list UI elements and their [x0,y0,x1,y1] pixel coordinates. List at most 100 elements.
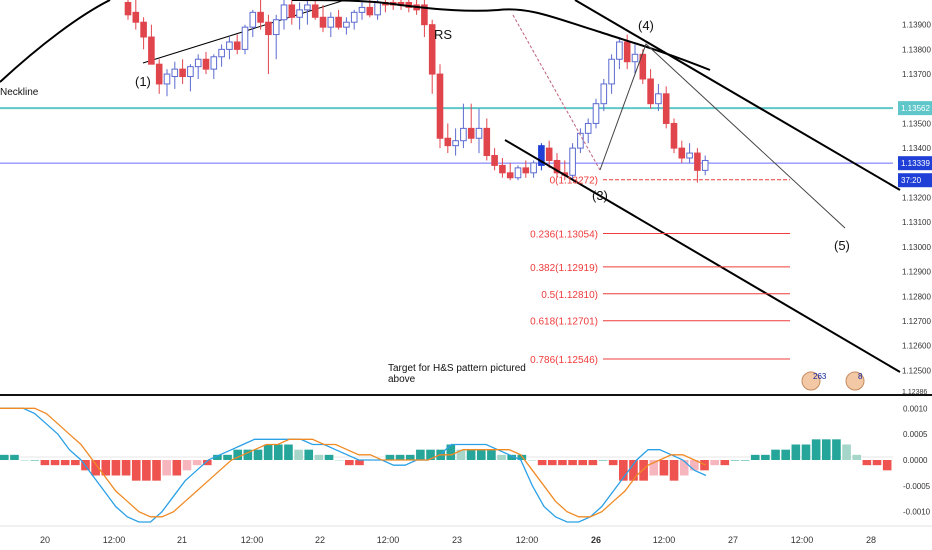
candle-body [616,41,623,60]
histogram-bar [537,460,547,466]
histogram-bar [91,460,100,476]
histogram-bar [192,460,202,466]
price-tag-box [898,101,932,116]
price-tag-label: 37:20 [901,176,922,185]
histogram-bar [0,454,9,460]
time-axis[interactable]: 20 12:00 21 12:00 22 12:00 23 12:00 26 12:00 27 12:… [40,535,876,545]
candle-body [124,1,132,16]
histogram-bar [304,449,314,460]
wave-path [599,43,846,229]
candle-body [311,4,319,18]
candle-body [686,152,693,159]
histogram-bar [619,460,628,481]
wave-1-label: (1) [135,74,151,89]
candle-body [249,11,257,28]
macd-tick-label: 0.0005 [903,430,928,439]
histogram-bar [832,439,841,460]
macd-axis[interactable]: 0.0010 0.0005 0.0000 -0.0005 -0.0010 [903,404,931,516]
candle-body [639,53,647,80]
histogram-bar [253,449,263,460]
event-badge-1[interactable]: 263 [801,371,827,391]
channel-lower-line[interactable] [504,139,901,373]
candle-body [483,127,491,157]
histogram-bar [852,454,862,460]
time-tick-label: 26 [591,535,601,545]
candle-body [701,159,709,171]
candle-body [452,140,459,147]
candle-body [187,66,194,78]
histogram-bar [527,460,537,461]
histogram-bar [202,460,212,466]
candle-body [296,9,303,18]
candle-body [366,6,374,16]
candle-body [467,127,475,139]
target-note-line-1: Target for H&S pattern pictured [388,363,526,374]
histogram-bar [588,460,598,466]
event-badge-1-count: 263 [813,372,827,381]
candle-body [428,24,436,75]
histogram-bar [466,449,476,460]
candle-body [577,132,584,149]
candle-body [233,41,241,50]
histogram-bar [213,454,222,460]
histogram-bar [487,449,496,460]
macd-tick-label: 0.0010 [903,404,928,413]
histogram-bar [385,454,395,460]
candle-body [272,19,280,36]
wave-3-label: (3) [592,188,608,203]
fibonacci-levels[interactable]: 0(1.13272) 0.236(1.13054) 0.382(1.12919) 0.… [530,176,790,366]
histogram-bar [263,444,273,460]
price-tick-label: 1.12900 [902,268,931,277]
time-tick-label: 28 [866,535,876,545]
histogram-bar [223,454,232,460]
histogram-bar [334,460,344,461]
candle-body [678,147,686,159]
candle-body [592,103,600,124]
candle-body [132,11,140,23]
histogram-bar [182,460,192,471]
histogram-bar [659,460,669,476]
candle-body [530,162,537,174]
flag-icon [801,371,821,391]
macd-tick-label: 0.0000 [903,456,928,465]
histogram-bar [294,449,303,460]
time-tick-label: 21 [177,535,187,545]
macd-pane[interactable]: 0.0010 0.0005 0.0000 -0.0005 -0.0010 [0,404,931,523]
histogram-bar [558,460,567,466]
histogram-bar [750,454,760,460]
candle-body [647,78,654,105]
candle-body [655,93,662,105]
price-pane[interactable]: 0(1.13272) 0.236(1.13054) 0.382(1.12919) 0.… [0,0,932,396]
moving-average-line [0,0,711,83]
target-note-line-2: above [388,374,416,385]
candle-body [210,56,218,70]
candle-body [499,164,506,174]
event-badge-2[interactable]: 8 [845,371,865,391]
price-tick-label: 1.12600 [902,342,931,351]
price-axis[interactable]: 1.13900 1.13800 1.13700 1.13500 1.13400 1.132… [902,21,931,376]
candle-body [304,4,311,11]
candle-body [670,122,678,149]
histogram-bar [598,460,608,461]
price-tick-label: 1.12700 [902,317,931,326]
candle-body [148,36,155,65]
candle-body [608,58,615,85]
candle-body [436,73,444,139]
candle-body [522,167,530,174]
histogram-bar [730,460,740,461]
candle-body [350,11,358,23]
bottom-price-label: 1.12386 [902,389,927,396]
candle-body [631,53,639,63]
price-tick-label: 1.13000 [902,243,931,252]
channel-upper-line[interactable] [574,0,901,191]
neckline-label: Neckline [0,87,39,98]
histogram-bar [71,460,80,466]
histogram-bar [355,460,364,466]
histogram-bar [507,454,517,460]
histogram-bar [10,454,19,460]
price-tick-label: 1.12800 [902,292,931,301]
candle-body [335,16,342,28]
histogram-bar [517,454,527,460]
flag-icon [845,371,865,391]
candle-body [475,127,483,139]
